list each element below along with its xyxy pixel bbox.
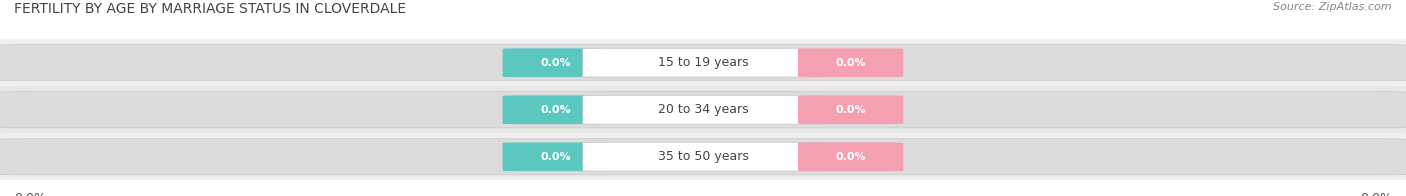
Text: 0.0%: 0.0% <box>835 152 866 162</box>
FancyBboxPatch shape <box>582 48 823 77</box>
FancyBboxPatch shape <box>799 95 903 124</box>
FancyBboxPatch shape <box>0 39 1406 86</box>
Text: FERTILITY BY AGE BY MARRIAGE STATUS IN CLOVERDALE: FERTILITY BY AGE BY MARRIAGE STATUS IN C… <box>14 2 406 16</box>
FancyBboxPatch shape <box>582 95 823 124</box>
FancyBboxPatch shape <box>503 48 609 77</box>
Text: 15 to 19 years: 15 to 19 years <box>658 56 748 69</box>
Text: 0.0%: 0.0% <box>835 105 866 115</box>
Text: 0.0%: 0.0% <box>1360 192 1392 196</box>
FancyBboxPatch shape <box>0 92 1406 128</box>
FancyBboxPatch shape <box>799 48 903 77</box>
Text: 0.0%: 0.0% <box>835 58 866 68</box>
FancyBboxPatch shape <box>0 133 1406 180</box>
Text: 35 to 50 years: 35 to 50 years <box>658 150 748 163</box>
Text: 0.0%: 0.0% <box>540 105 571 115</box>
FancyBboxPatch shape <box>0 139 1406 175</box>
Text: 0.0%: 0.0% <box>14 192 46 196</box>
FancyBboxPatch shape <box>503 95 609 124</box>
Text: 0.0%: 0.0% <box>540 58 571 68</box>
FancyBboxPatch shape <box>503 142 609 171</box>
FancyBboxPatch shape <box>799 142 903 171</box>
Text: Source: ZipAtlas.com: Source: ZipAtlas.com <box>1274 2 1392 12</box>
FancyBboxPatch shape <box>0 86 1406 133</box>
FancyBboxPatch shape <box>582 142 823 171</box>
Text: 0.0%: 0.0% <box>540 152 571 162</box>
Text: 20 to 34 years: 20 to 34 years <box>658 103 748 116</box>
FancyBboxPatch shape <box>0 45 1406 81</box>
